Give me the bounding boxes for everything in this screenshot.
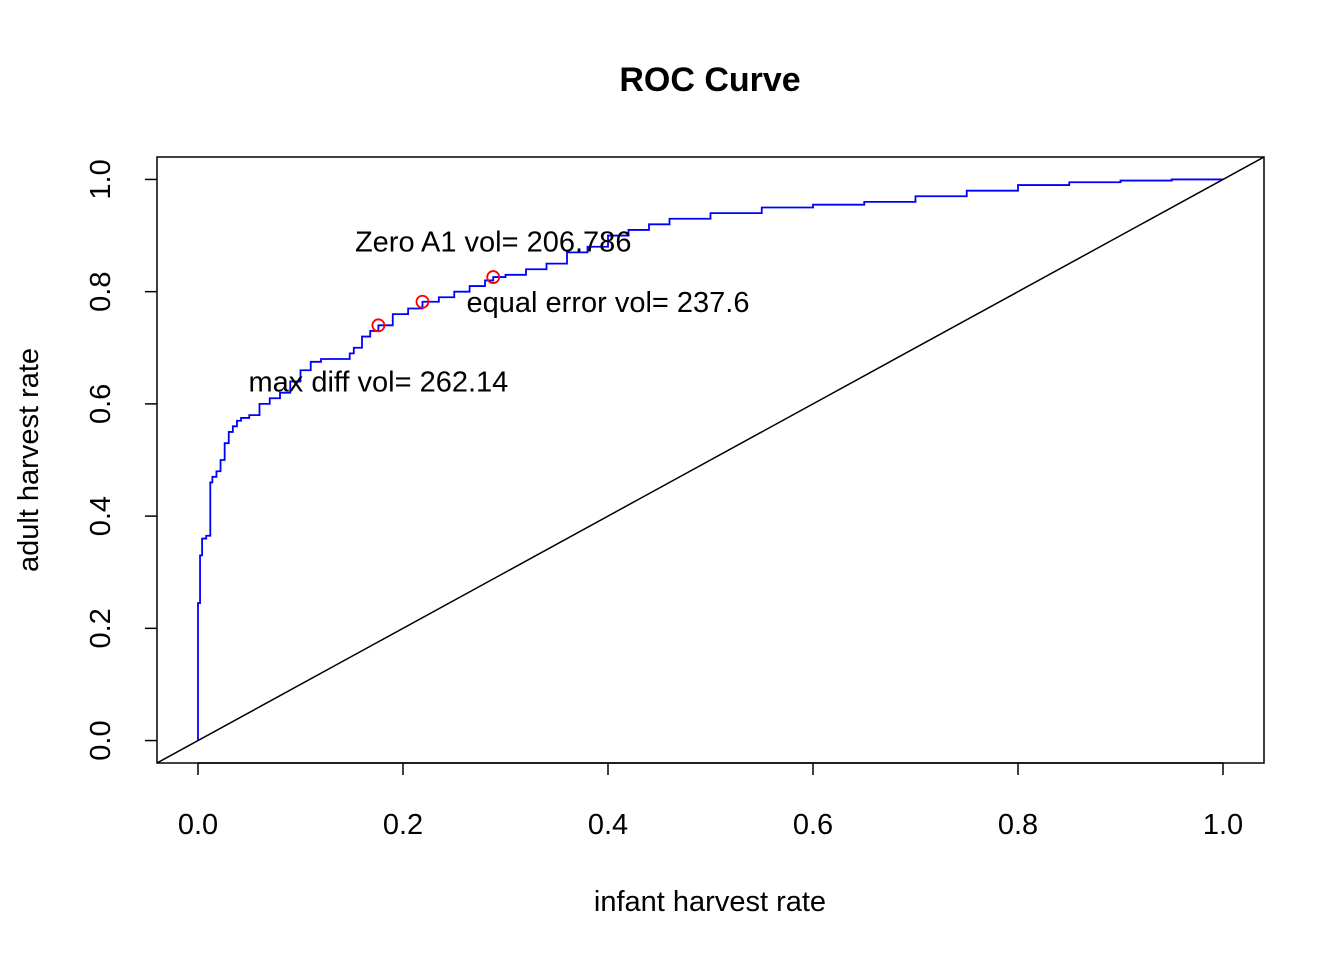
y-tick-label: 0.6 (85, 384, 117, 424)
chart-title: ROC Curve (619, 61, 800, 99)
y-tick-label: 0.8 (85, 272, 117, 312)
y-tick-label: 0.2 (85, 608, 117, 648)
y-tick-label: 1.0 (85, 159, 117, 199)
x-axis: 0.0 0.2 0.4 0.6 0.8 1.0 (178, 762, 1243, 841)
cutoff-marker (486, 270, 501, 284)
annotation-label: max diff vol= 262.14 (248, 366, 508, 398)
y-axis-label: adult harvest rate (13, 348, 45, 572)
plot-area (157, 157, 1264, 763)
diagonal-reference-line (157, 157, 1264, 763)
cutoff-marker (371, 318, 386, 333)
y-tick-label: 0.4 (85, 496, 117, 536)
x-tick-label: 0.0 (178, 809, 218, 841)
annotation-layer: max diff vol= 262.14 equal error vol= 237… (248, 227, 749, 399)
marker-layer (371, 270, 501, 333)
annotation-label: Zero A1 vol= 206.786 (355, 227, 632, 259)
annotation-label: equal error vol= 237.6 (467, 287, 750, 319)
x-tick-label: 0.2 (383, 809, 423, 841)
x-tick-label: 0.6 (793, 809, 833, 841)
cutoff-marker (415, 294, 430, 309)
x-tick-label: 0.8 (998, 809, 1038, 841)
roc-curve-line (197, 178, 1223, 741)
y-tick-label: 0.0 (85, 720, 117, 760)
x-axis-label: infant harvest rate (594, 886, 826, 918)
x-tick-label: 0.4 (588, 809, 628, 841)
y-axis: 0.0 0.2 0.4 0.6 0.8 1.0 (85, 159, 157, 761)
x-tick-label: 1.0 (1203, 809, 1243, 841)
